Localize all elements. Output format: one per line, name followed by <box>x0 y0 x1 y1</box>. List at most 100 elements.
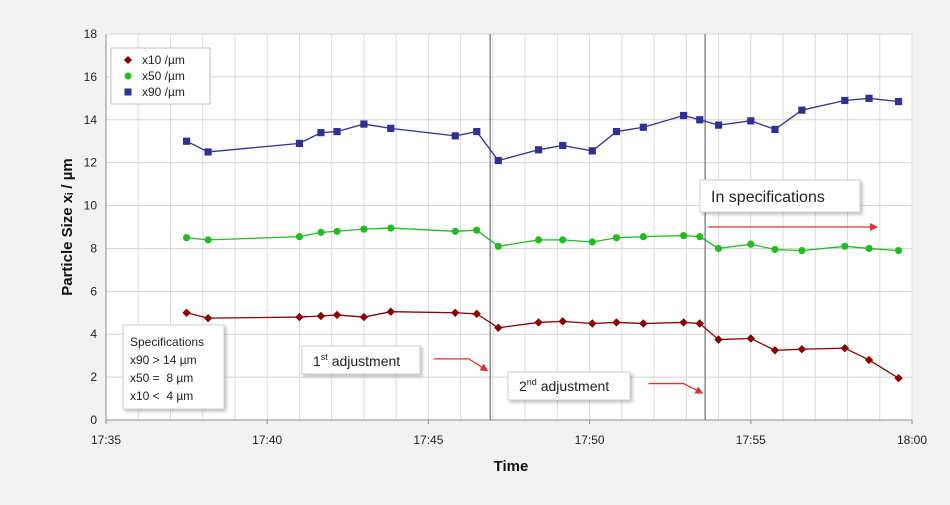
data-point-x90 <box>865 94 873 102</box>
y-tick-label: 2 <box>90 370 97 384</box>
data-point-x10 <box>588 319 597 328</box>
data-point-x10 <box>451 308 460 317</box>
data-point-x90 <box>333 127 341 136</box>
data-point-x10 <box>840 343 850 353</box>
data-point-x90 <box>714 121 723 129</box>
adjustment-2-label: 2nd adjustment <box>519 377 609 394</box>
x-tick-label: 17:55 <box>736 433 766 447</box>
specifications-x50: x50 = 8 µm <box>130 371 193 385</box>
data-point-x50 <box>894 246 903 255</box>
in-specifications-box <box>699 179 861 213</box>
data-point-x90 <box>588 147 596 155</box>
y-tick-label: 14 <box>84 113 98 127</box>
data-point-x50 <box>183 234 191 242</box>
adjustment-1-number: 1 <box>313 353 321 369</box>
legend-label-x10: x10 /µm <box>142 53 185 67</box>
y-tick-label: 8 <box>90 241 97 255</box>
in-specifications-label: In specifications <box>711 189 825 206</box>
adjustment-1-superscript: st <box>321 352 329 362</box>
y-tick-label: 0 <box>90 413 97 427</box>
x-axis-title: Time <box>494 458 529 475</box>
data-point-x50 <box>680 231 688 240</box>
y-axis-title: Particle Size xᵢ / µm <box>59 158 76 296</box>
data-point-x90 <box>360 120 368 128</box>
y-tick-label: 18 <box>84 27 98 41</box>
y-tick-label: 10 <box>84 199 98 213</box>
specifications-box-frame <box>122 324 225 410</box>
data-point-x10 <box>714 335 723 344</box>
data-point-x10 <box>182 308 191 317</box>
data-point-x50 <box>559 236 567 244</box>
adjustment-2-text: adjustment <box>537 378 609 394</box>
adjustment-2-box <box>507 371 631 401</box>
adjustment-2-superscript: nd <box>527 377 537 387</box>
data-point-x50 <box>798 246 806 255</box>
legend-marker-x90-icon <box>124 88 132 96</box>
data-point-x50 <box>360 225 368 233</box>
legend-label-x50: x50 /µm <box>142 69 185 83</box>
data-point-x50 <box>747 240 755 248</box>
data-point-x90 <box>696 116 704 124</box>
legend-marker-x10-icon <box>124 56 132 64</box>
data-point-x90 <box>494 156 502 165</box>
specifications-box: Specifications x90 > 14 µm x50 = 8 µm x1… <box>122 324 225 410</box>
data-point-x90 <box>894 97 903 106</box>
data-point-x90 <box>559 141 567 150</box>
data-point-x50 <box>639 233 647 241</box>
data-point-x50 <box>317 228 325 236</box>
data-point-x50 <box>588 238 596 246</box>
x-tick-label: 17:40 <box>252 433 282 447</box>
data-point-x10 <box>295 312 304 322</box>
legend-label-x90: x90 /µm <box>142 85 185 99</box>
y-tick-label: 6 <box>90 284 97 298</box>
data-point-x10 <box>332 310 342 320</box>
data-point-x10 <box>894 373 903 383</box>
data-point-x10 <box>203 313 213 323</box>
data-point-x10 <box>797 345 807 354</box>
specifications-title: Specifications <box>130 335 204 349</box>
data-point-x90 <box>841 96 849 105</box>
annotation-in-specifications: In specifications <box>699 179 879 231</box>
data-point-x90 <box>317 129 325 137</box>
data-point-x10 <box>472 309 481 319</box>
data-point-x50 <box>387 224 395 232</box>
data-point-x10 <box>558 317 567 326</box>
data-point-x10 <box>746 334 755 343</box>
adjustment-1-label: 1st adjustment <box>313 352 400 369</box>
legend: x10 /µm x50 /µm x90 /µm <box>110 47 211 105</box>
adjustment-1-arrow <box>433 358 489 372</box>
data-point-x50 <box>612 234 621 242</box>
data-point-x90 <box>680 111 688 120</box>
data-point-x50 <box>534 236 543 244</box>
data-point-x10 <box>864 355 874 365</box>
x-tick-label: 17:50 <box>575 433 605 447</box>
data-point-x10 <box>639 319 648 328</box>
data-point-x90 <box>473 127 481 136</box>
specifications-x10: x10 < 4 µm <box>130 389 193 403</box>
data-point-x90 <box>747 117 755 125</box>
data-point-x50 <box>333 227 341 235</box>
data-point-x90 <box>798 106 806 114</box>
data-point-x90 <box>612 127 621 136</box>
x-tick-label: 17:45 <box>413 433 443 447</box>
data-point-x10 <box>494 323 503 332</box>
y-tick-label: 12 <box>84 156 98 170</box>
y-tick-label: 16 <box>84 70 98 84</box>
y-tick-label: 4 <box>90 327 97 341</box>
data-point-x50 <box>714 244 723 253</box>
adjustment-2-number: 2 <box>519 378 527 394</box>
data-point-x50 <box>494 242 502 250</box>
data-point-x10 <box>386 307 395 316</box>
data-point-x10 <box>612 318 621 327</box>
x-tick-label: 18:00 <box>897 433 927 447</box>
data-point-x50 <box>204 236 212 244</box>
adjustment-1-text: adjustment <box>328 353 400 369</box>
data-point-x10 <box>695 319 704 328</box>
data-point-x50 <box>696 233 704 241</box>
x-tick-label: 17:35 <box>91 433 121 447</box>
data-point-x10 <box>316 311 326 321</box>
data-point-x90 <box>534 146 543 154</box>
data-point-x50 <box>295 233 304 241</box>
